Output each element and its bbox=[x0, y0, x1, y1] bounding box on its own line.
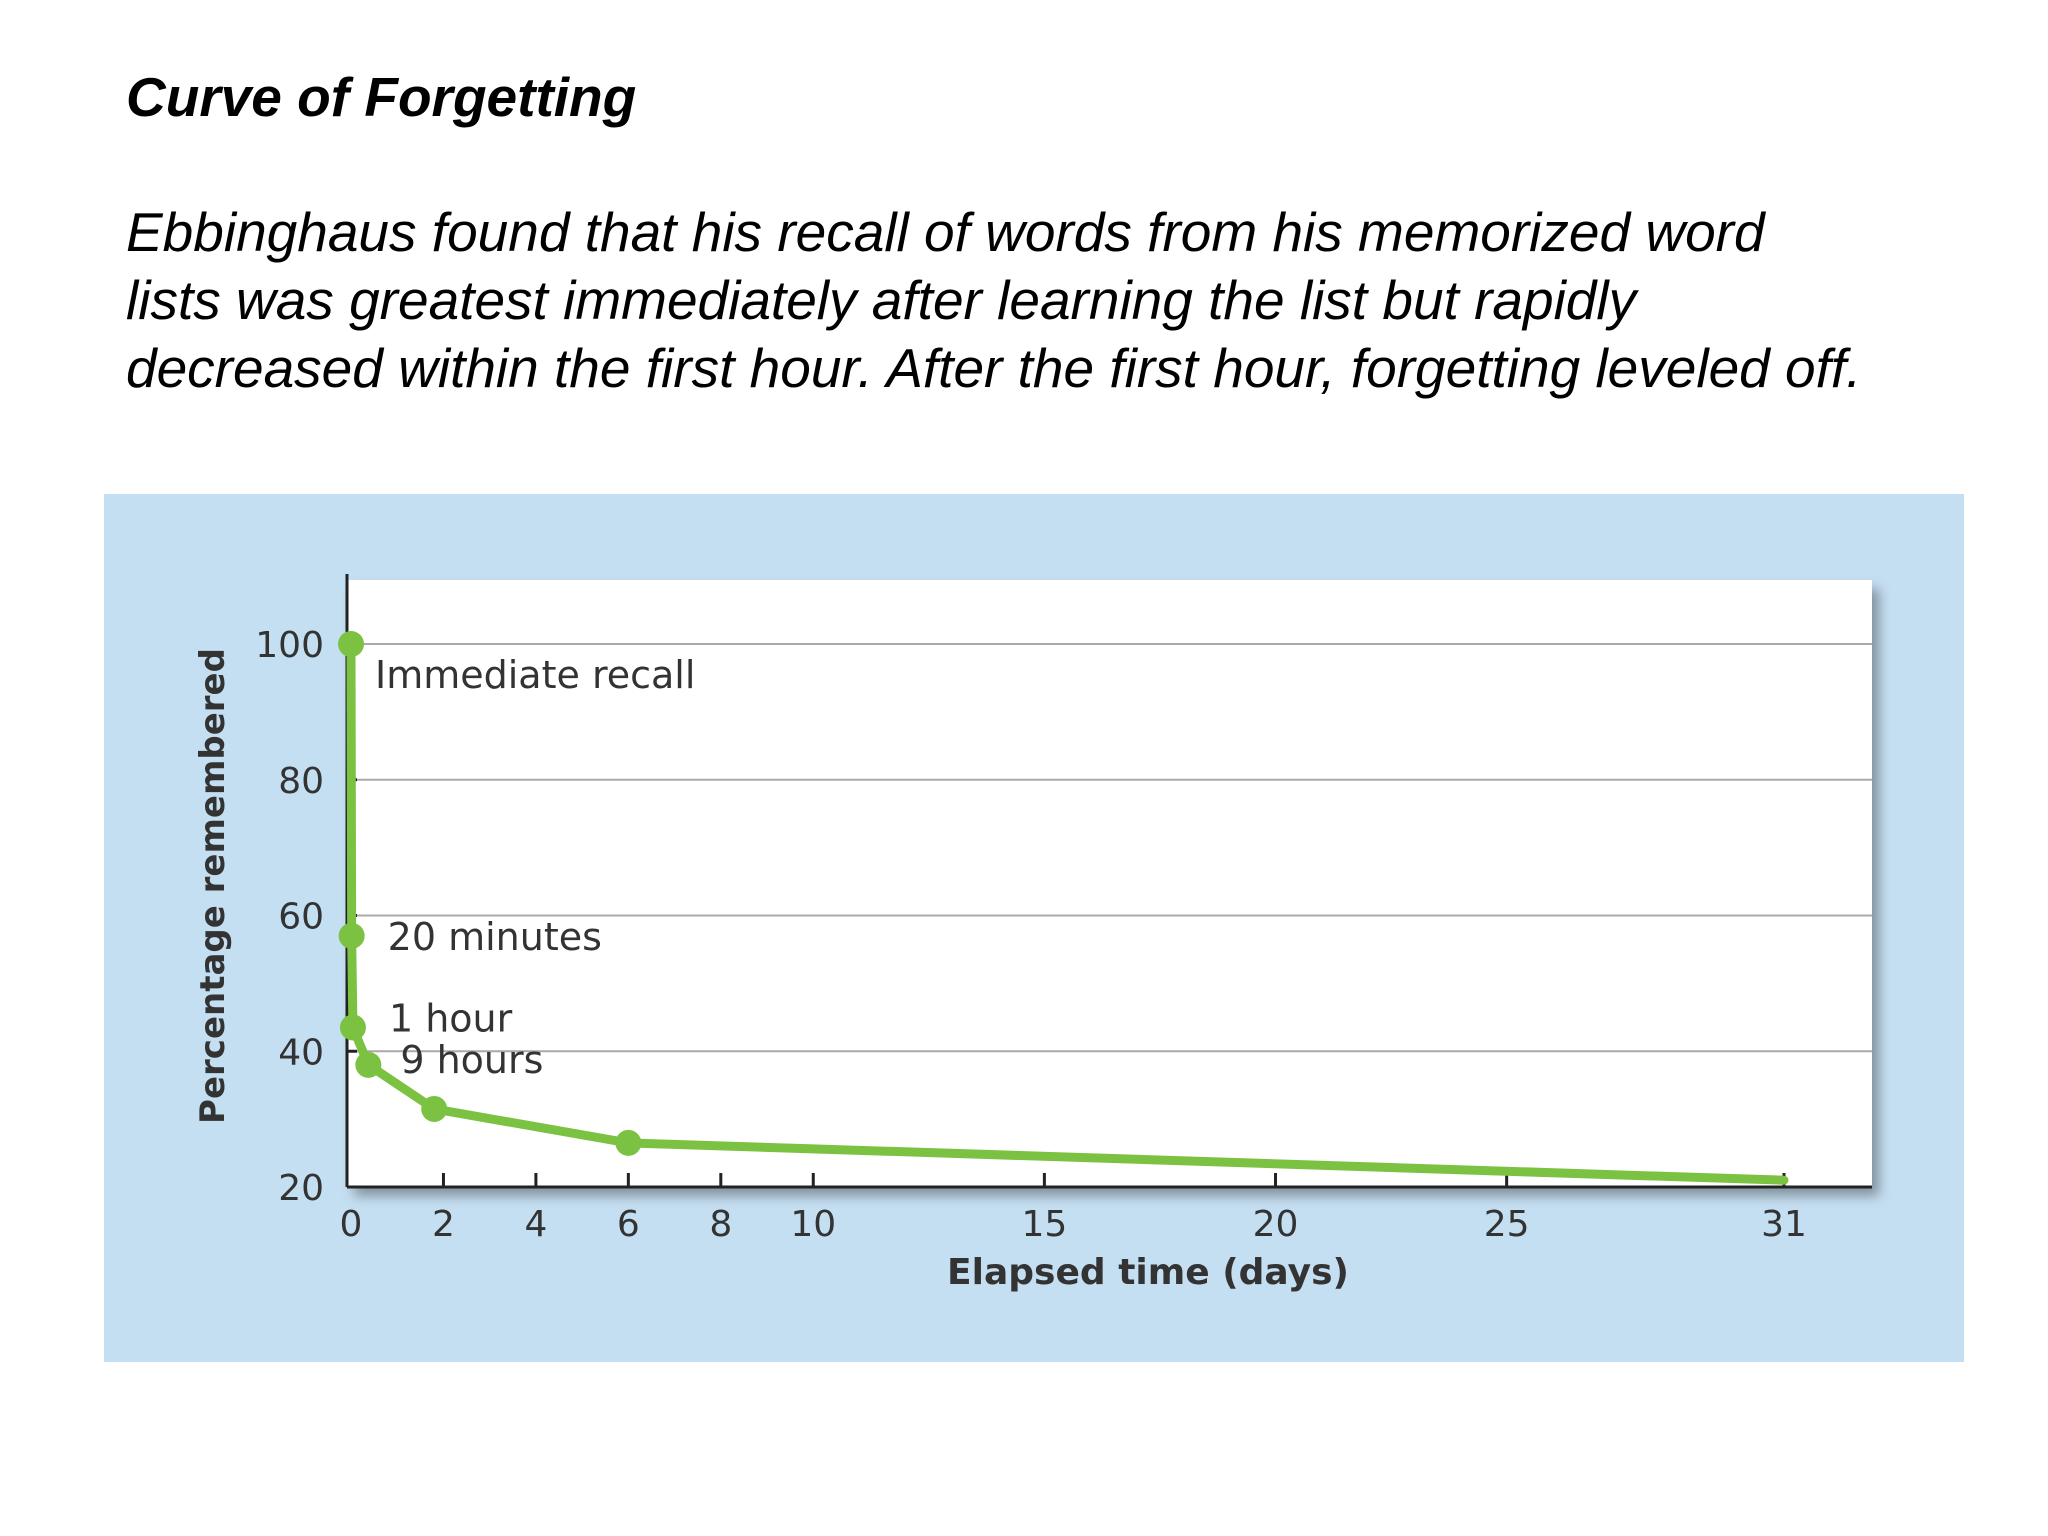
data-point bbox=[615, 1129, 642, 1156]
x-tick-label-0: 0 bbox=[340, 1204, 363, 1245]
x-tick-label-2: 2 bbox=[432, 1204, 455, 1245]
tick-labels: 0 2 4 6 8 10 15 20 25 31 20 40 60 80 100 bbox=[255, 625, 1807, 1245]
y-axis-title: Percentage remembered bbox=[193, 648, 233, 1124]
x-tick-label-25: 25 bbox=[1484, 1204, 1530, 1245]
x-axis-title: Elapsed time (days) bbox=[947, 1252, 1349, 1293]
x-tick-label-4: 4 bbox=[524, 1204, 547, 1245]
gridlines bbox=[347, 643, 1872, 1053]
x-tick-label-15: 15 bbox=[1021, 1204, 1067, 1245]
body-line: lists was greatest immediately after lea… bbox=[126, 269, 1637, 331]
chart-panel: 0 2 4 6 8 10 15 20 25 31 20 40 60 80 100 Immediate rec… bbox=[104, 494, 1964, 1362]
point-label: 9 hours bbox=[400, 1038, 543, 1082]
body-line: Ebbinghaus found that his recall of word… bbox=[126, 201, 1765, 263]
y-tick-label-80: 80 bbox=[278, 761, 324, 802]
y-tick-label-60: 60 bbox=[278, 897, 324, 938]
plot-area bbox=[347, 580, 1872, 1187]
slide-title: Curve of Forgetting bbox=[126, 66, 637, 128]
body-line: decreased within the first hour. After t… bbox=[126, 337, 1862, 399]
data-point bbox=[355, 1051, 382, 1078]
point-label: 1 hour bbox=[389, 996, 513, 1040]
data-point bbox=[421, 1095, 448, 1122]
data-series bbox=[338, 631, 1789, 1185]
x-tick-label-10: 10 bbox=[790, 1204, 836, 1245]
x-tick-label-6: 6 bbox=[617, 1204, 640, 1245]
point-label: 20 minutes bbox=[388, 915, 602, 959]
x-tick-label-20: 20 bbox=[1253, 1204, 1299, 1245]
slide-body: Ebbinghaus found that his recall of word… bbox=[126, 198, 2006, 402]
point-label: Immediate recall bbox=[375, 653, 695, 697]
data-point bbox=[338, 631, 364, 657]
x-tick-label-8: 8 bbox=[709, 1204, 732, 1245]
data-point bbox=[339, 1014, 366, 1041]
y-tick-label-40: 40 bbox=[278, 1032, 324, 1073]
y-tick-label-20: 20 bbox=[278, 1168, 324, 1209]
forgetting-curve-chart: 0 2 4 6 8 10 15 20 25 31 20 40 60 80 100 Immediate rec… bbox=[104, 494, 1964, 1362]
y-tick-label-100: 100 bbox=[255, 625, 324, 666]
x-tick-label-31: 31 bbox=[1761, 1204, 1807, 1245]
data-point bbox=[338, 922, 365, 949]
